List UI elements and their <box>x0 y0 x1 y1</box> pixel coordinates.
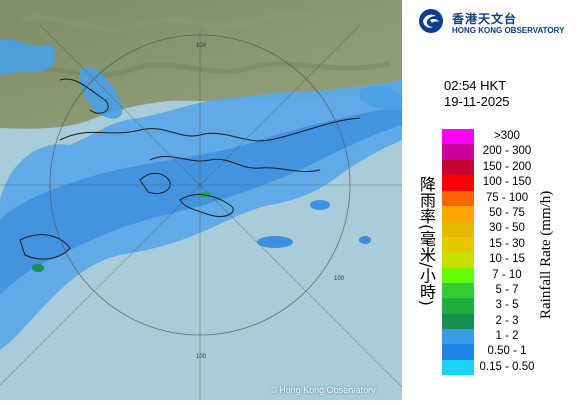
legend-label: 0.15 - 0.50 <box>479 360 535 373</box>
legend-label: 150 - 200 <box>482 160 532 173</box>
island-outline <box>19 234 71 260</box>
legend-swatch <box>442 144 474 160</box>
legend-swatch <box>442 159 474 176</box>
legend-title-zh: 降雨率(毫米/小時) <box>417 176 436 306</box>
org-name-en: HONG KONG OBSERVATORY <box>452 26 565 35</box>
legend-label: 3 - 5 <box>495 299 519 312</box>
rain-echo-patch <box>310 200 330 210</box>
legend-row: 3 - 5 <box>442 298 574 314</box>
legend-row: 5 - 7 <box>442 282 574 299</box>
hko-logo-icon <box>419 9 443 33</box>
legend-label: 100 - 150 <box>482 176 532 189</box>
rain-echo-patch <box>360 86 402 111</box>
legend-swatch <box>442 205 474 222</box>
legend-label: >300 <box>494 130 520 142</box>
timestamp-date: 19-11-2025 <box>444 94 510 109</box>
legend-label: 2 - 3 <box>495 314 519 327</box>
legend-swatch <box>442 175 474 191</box>
coastline <box>149 156 321 173</box>
timestamp-time: 02:54 HKT <box>444 78 507 93</box>
rainfall-legend: >300 200 - 300 150 - 200 100 - 150 75 - 100 5… <box>442 129 574 376</box>
hko-logo: 香港天文台 HONG KONG OBSERVATORY <box>416 6 574 36</box>
legend-row: 0.15 - 0.50 <box>442 359 574 376</box>
legend-row: 200 - 300 <box>442 144 574 160</box>
island-outline <box>139 173 171 195</box>
legend-swatch <box>442 190 474 206</box>
legend-label: 10 - 15 <box>489 253 525 266</box>
rain-echo-patch <box>257 236 293 248</box>
radial-line <box>199 184 403 388</box>
legend-label: 7 - 10 <box>492 268 522 281</box>
legend-row: 30 - 50 <box>442 221 574 237</box>
rain-echo-patch <box>79 67 123 119</box>
radar-map-svg: 100 100 100 <box>0 0 403 400</box>
legend-swatch <box>442 221 474 237</box>
legend-row: >300 <box>442 129 574 145</box>
legend-panel: 香港天文台 HONG KONG OBSERVATORY 02:54 HKT 19… <box>402 0 577 400</box>
legend-row: 7 - 10 <box>442 267 574 283</box>
copyright-text: © Hong Kong Observatory <box>270 385 376 395</box>
legend-label: 50 - 75 <box>489 206 525 219</box>
legend-row: 0.50 - 1 <box>442 344 574 360</box>
radial-line <box>0 184 201 386</box>
rain-echo-medium <box>0 108 402 295</box>
legend-label: 30 - 50 <box>489 222 525 235</box>
range-label: 100 <box>196 43 207 49</box>
org-name-zh: 香港天文台 <box>452 12 518 26</box>
legend-row: 100 - 150 <box>442 175 574 191</box>
legend-swatch <box>442 344 474 360</box>
rain-echo-patch <box>359 236 371 244</box>
legend-row: 150 - 200 <box>442 159 574 176</box>
legend-swatch <box>442 329 474 345</box>
legend-label: 200 - 300 <box>482 145 532 158</box>
rain-echo-patch <box>0 38 56 75</box>
legend-row: 2 - 3 <box>442 313 574 330</box>
coastline <box>59 78 109 114</box>
legend-swatch <box>442 359 474 376</box>
land-texture <box>9 61 391 78</box>
legend-label: 0.50 - 1 <box>487 345 527 358</box>
rain-echo-heavy <box>32 264 44 272</box>
legend-swatch <box>442 252 474 268</box>
legend-swatch <box>442 282 474 299</box>
radar-map: 100 100 100 © Hong Kong Observatory <box>0 0 403 400</box>
legend-label: 5 - 7 <box>495 283 519 296</box>
range-label: 100 <box>334 276 345 282</box>
radial-line <box>199 24 361 186</box>
legend-row: 10 - 15 <box>442 252 574 268</box>
legend-swatch <box>442 236 474 253</box>
legend-swatch <box>442 267 474 283</box>
legend-title-en: Rainfall Rate (mm/h) <box>538 190 554 320</box>
legend-label: 75 - 100 <box>485 191 529 204</box>
legend-swatch <box>442 129 474 145</box>
legend-label: 15 - 30 <box>489 237 525 250</box>
legend-row: 15 - 30 <box>442 236 574 253</box>
legend-swatch <box>442 313 474 330</box>
legend-label: 1 - 2 <box>495 330 519 343</box>
legend-row: 1 - 2 <box>442 329 574 345</box>
legend-row: 75 - 100 <box>442 190 574 206</box>
range-label: 100 <box>196 354 207 360</box>
land-texture <box>19 12 381 33</box>
legend-swatch <box>442 298 474 314</box>
radial-line <box>39 24 201 186</box>
legend-row: 50 - 75 <box>442 205 574 222</box>
